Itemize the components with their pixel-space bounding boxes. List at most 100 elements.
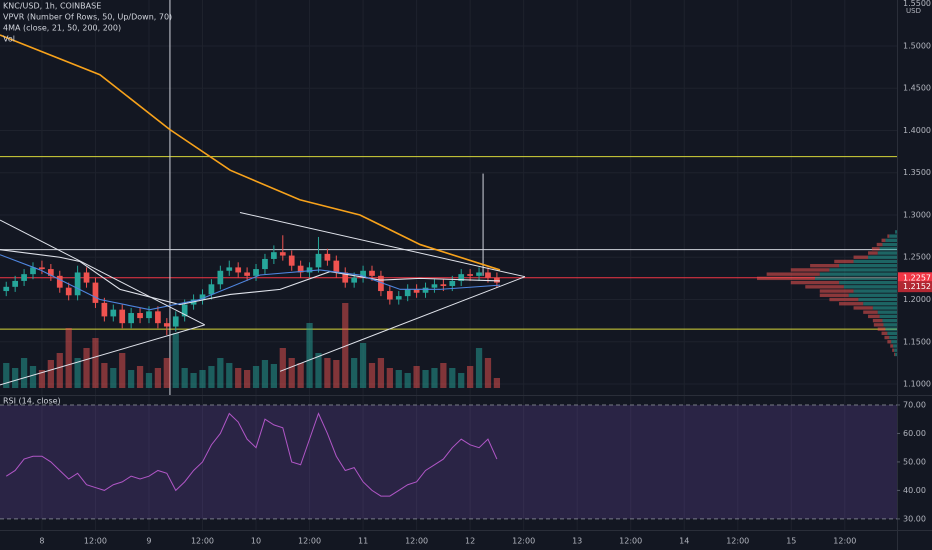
x-tick-label: 10 xyxy=(251,537,261,546)
volume-bar xyxy=(324,358,331,388)
candle-body xyxy=(65,287,72,296)
candle-body xyxy=(386,291,393,300)
volume-profile-down xyxy=(890,344,894,348)
volume-bar xyxy=(467,366,474,388)
volume-profile-down xyxy=(819,293,849,297)
x-tick-label: 14 xyxy=(679,537,689,546)
candle-body xyxy=(395,296,402,300)
candle-body xyxy=(306,267,313,273)
x-tick-label: 11 xyxy=(358,537,368,546)
candle-body xyxy=(449,280,456,286)
volume-bar xyxy=(83,348,90,388)
volume-bar xyxy=(306,323,313,388)
y-tick-label: 1.4000 xyxy=(903,126,931,135)
candle-body xyxy=(262,258,268,270)
volume-profile-down xyxy=(853,306,873,310)
volume-bar xyxy=(235,368,242,388)
candle-body xyxy=(163,323,170,327)
moving-average xyxy=(0,34,501,271)
x-tick-label: 15 xyxy=(786,537,796,546)
volume-profile-up xyxy=(848,293,897,297)
volume-profile-down xyxy=(881,331,888,335)
volume-bar xyxy=(181,368,188,388)
candle-body xyxy=(217,270,224,285)
candle-body xyxy=(351,277,358,283)
candle-body xyxy=(92,282,99,303)
volume-profile-up xyxy=(872,306,897,310)
volume-profile-down xyxy=(805,285,844,289)
volume-profile-up xyxy=(819,272,897,276)
volume-bar xyxy=(431,368,438,388)
volume-bar xyxy=(12,368,19,388)
volume-bar xyxy=(74,358,81,388)
trendline xyxy=(0,219,205,326)
price-tag xyxy=(898,281,932,293)
volume-profile-up xyxy=(877,251,897,255)
symbol-title: KNC/USD, 1h, COINBASE xyxy=(3,2,101,11)
candle-body xyxy=(172,316,179,327)
volume-bar xyxy=(101,363,108,388)
rsi-title: RSI (14, close) xyxy=(3,397,61,406)
x-tick-label: 12:00 xyxy=(405,537,428,546)
trendline xyxy=(0,324,205,386)
candle-body xyxy=(39,267,45,270)
volume-bar xyxy=(270,364,277,388)
candle-body xyxy=(146,311,152,319)
volume-bar xyxy=(342,303,349,388)
volume-profile-up xyxy=(839,264,897,268)
volume-bar xyxy=(92,338,99,388)
volume-profile-up xyxy=(814,276,897,281)
volume-bar xyxy=(351,358,358,388)
volume-bar xyxy=(458,373,465,388)
volume-profile-up xyxy=(863,302,897,306)
volume-bar xyxy=(413,366,420,388)
y-tick-label: 1.2000 xyxy=(903,295,931,304)
volume-bar xyxy=(449,368,456,388)
volume-profile-down xyxy=(887,340,892,344)
candle-body xyxy=(253,269,259,276)
indicator-label: Vol xyxy=(3,35,15,44)
candle-body xyxy=(21,274,27,281)
candle-body xyxy=(137,313,143,319)
volume-profile-up xyxy=(843,285,897,289)
y-tick-label: 1.1500 xyxy=(903,337,931,346)
volume-profile-up xyxy=(883,323,897,327)
y-tick-label: 1.3000 xyxy=(903,210,931,219)
volume-profile-down xyxy=(757,276,815,281)
volume-bar xyxy=(56,353,63,388)
candle-body xyxy=(485,272,491,278)
volume-profile-down xyxy=(868,314,880,319)
candle-body xyxy=(12,280,19,287)
x-tick-label: 12:00 xyxy=(298,537,321,546)
volume-profile-up xyxy=(882,242,897,247)
y-tick-label: 1.1000 xyxy=(903,380,931,389)
volume-profile-up xyxy=(877,310,897,314)
moving-average xyxy=(0,254,501,311)
volume-bar xyxy=(333,360,340,388)
volume-bar xyxy=(217,358,224,388)
candle-body xyxy=(476,272,482,276)
volume-profile-down xyxy=(877,327,886,331)
candle-body xyxy=(226,267,233,271)
volume-profile-up xyxy=(894,348,897,352)
volume-profile-up xyxy=(887,331,897,335)
volume-profile-up xyxy=(853,259,897,264)
volume-bar xyxy=(110,368,117,388)
candle-body xyxy=(413,289,420,293)
candle-body xyxy=(315,253,322,268)
volume-bar xyxy=(38,370,46,388)
volume-profile-down xyxy=(887,234,890,238)
candle-body xyxy=(279,252,286,256)
candle-body xyxy=(297,265,304,273)
currency-label: USD xyxy=(906,7,921,15)
volume-profile-down xyxy=(819,289,854,293)
y-tick-label: 1.3500 xyxy=(903,168,931,177)
candle-body xyxy=(342,272,349,283)
candle-body xyxy=(369,270,375,276)
volume-profile-up xyxy=(891,340,897,344)
volume-profile-up xyxy=(868,255,897,259)
volume-bar xyxy=(128,370,135,388)
candle-body xyxy=(101,302,108,317)
marks xyxy=(0,0,897,497)
